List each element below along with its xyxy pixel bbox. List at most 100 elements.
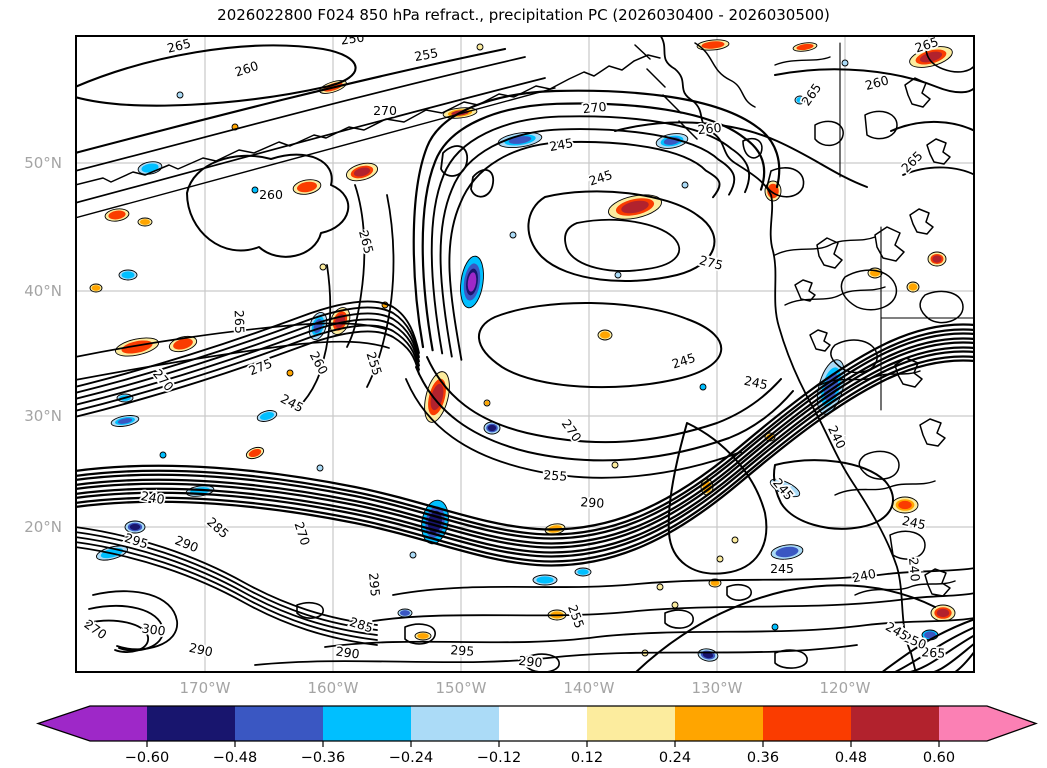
precip-patch — [656, 583, 664, 591]
contour-line — [925, 34, 976, 73]
precip-patch — [414, 631, 432, 641]
contour-line — [74, 56, 526, 172]
precip-patch — [104, 208, 130, 222]
contour-line — [874, 226, 905, 262]
contour-line — [902, 166, 976, 176]
contour-line — [834, 480, 936, 496]
contour-label: 270 — [373, 103, 397, 118]
contour-line — [73, 328, 977, 536]
contour-line — [919, 418, 946, 447]
contour-line — [864, 110, 898, 140]
contour-line — [74, 324, 420, 412]
contour-line — [404, 623, 436, 645]
precip-patch — [697, 648, 719, 662]
contour-line — [919, 290, 964, 324]
precip-patch — [699, 383, 707, 391]
contour-label: 290 — [580, 494, 605, 511]
precip-patch — [532, 574, 558, 586]
contour-label: 290 — [335, 643, 361, 661]
precip-patch — [611, 461, 619, 469]
contour-line — [814, 120, 844, 147]
contour-line — [73, 350, 977, 558]
colorbar-tick-label: −0.24 — [389, 750, 433, 764]
contour-line — [73, 323, 977, 531]
precip-patch — [574, 567, 592, 577]
precip-patch — [614, 271, 622, 279]
precip-patch — [114, 337, 160, 357]
contour-line — [74, 546, 378, 646]
precip-patch — [159, 451, 167, 459]
contour-line — [74, 77, 546, 204]
colorbar-tick-label: 0.24 — [659, 750, 691, 764]
contour-line — [774, 649, 808, 669]
contour-line — [421, 102, 766, 352]
contour-label: 290 — [188, 640, 215, 660]
contour-line — [73, 359, 977, 567]
contour-line — [904, 77, 931, 108]
contour-line — [74, 322, 386, 358]
colorbar-segment — [675, 706, 763, 741]
precip-patch — [251, 186, 259, 194]
precip-patch — [460, 255, 484, 309]
contour-line — [440, 145, 468, 177]
colorbar-tick-label: 0.48 — [835, 750, 867, 764]
contour-line — [858, 450, 900, 480]
contour-line — [892, 626, 976, 674]
contour-line — [73, 44, 357, 107]
precip-patch — [891, 496, 919, 514]
contour-label: 270 — [291, 520, 313, 547]
contour-label: 260 — [863, 72, 890, 93]
precip-patch — [841, 59, 849, 67]
contour-line — [526, 653, 560, 673]
contour-line — [372, 592, 976, 622]
contour-line — [426, 356, 782, 444]
colorbar-segment — [851, 706, 939, 741]
colorbar-segment — [411, 706, 499, 741]
contour-label: 285 — [204, 514, 232, 541]
precip-patch — [509, 231, 517, 239]
contour-line — [73, 355, 977, 563]
contour-label: 265 — [921, 644, 946, 661]
contour-label: 300 — [141, 620, 167, 638]
contour-line — [634, 584, 936, 674]
contour-line — [296, 602, 324, 619]
contour-line — [73, 332, 977, 540]
contour-line — [854, 580, 956, 596]
lon-tick-label: 150°W — [435, 679, 487, 697]
contour-line — [392, 567, 976, 596]
contour-line — [909, 208, 934, 235]
precip-patch — [483, 399, 491, 407]
contour-line — [880, 618, 976, 674]
plot-title: 2026022800 F024 850 hPa refract., precip… — [217, 6, 830, 24]
contour-line — [772, 459, 894, 530]
precip-patch — [769, 478, 801, 498]
contour-line — [74, 541, 378, 641]
lon-tick-label: 140°W — [563, 679, 615, 697]
colorbar: −0.60 −0.48 −0.36 −0.24 −0.12 0.12 0.24 0.36 0.4… — [26, 700, 1046, 766]
colorbar-segment — [587, 706, 675, 741]
lon-tick-label: 170°W — [179, 679, 231, 697]
contour-line — [527, 190, 716, 282]
contour-line — [477, 301, 722, 389]
colorbar-tick-label: 0.12 — [571, 750, 603, 764]
contour-label: 245 — [278, 391, 306, 415]
contour-label: 245 — [901, 513, 927, 533]
contour-label: 245 — [548, 135, 574, 154]
precip-patch — [597, 329, 613, 341]
lon-tick-label: 120°W — [819, 679, 871, 697]
precip-patch — [345, 162, 379, 182]
contour-label: 260 — [259, 187, 283, 202]
colorbar-segment — [939, 706, 987, 741]
contour-line — [74, 300, 420, 388]
precip-patch — [771, 623, 779, 631]
contour-lines — [73, 34, 977, 679]
lat-tick-label: 30°N — [24, 407, 62, 425]
contour-line — [667, 422, 768, 575]
precip-patch — [696, 39, 730, 51]
precip-patch — [292, 179, 322, 195]
contour-line — [889, 530, 926, 560]
contour-line — [894, 357, 923, 388]
contour-line — [74, 526, 378, 626]
